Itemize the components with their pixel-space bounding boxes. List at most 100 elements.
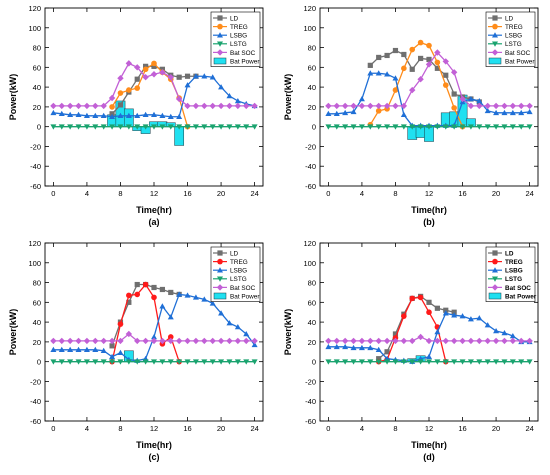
point-lsbg bbox=[333, 110, 340, 117]
point-lstg bbox=[518, 359, 525, 365]
point-lstg bbox=[501, 124, 508, 130]
x-tick-label: 16 bbox=[183, 189, 191, 198]
legend-label-lsbg: LSBG bbox=[230, 33, 247, 40]
point-lsbg bbox=[367, 344, 374, 351]
point-bat-soc bbox=[251, 337, 258, 345]
point-lstg bbox=[417, 359, 424, 365]
point-bat-soc bbox=[184, 337, 191, 345]
point-lsbg bbox=[117, 349, 124, 356]
point-bat-soc bbox=[83, 337, 91, 345]
point-lstg bbox=[451, 359, 458, 365]
point-bat-soc bbox=[175, 337, 183, 345]
point-lstg bbox=[117, 359, 124, 365]
x-tick-label: 16 bbox=[458, 424, 466, 433]
point-bat-soc bbox=[484, 102, 491, 110]
point-lstg bbox=[442, 359, 449, 365]
y-tick-label: -60 bbox=[305, 417, 316, 426]
point-lsbg bbox=[50, 109, 57, 116]
y-tick-label: 80 bbox=[33, 279, 41, 288]
point-bat-soc bbox=[75, 337, 82, 345]
point-lstg bbox=[392, 124, 399, 130]
point-bat-soc bbox=[125, 330, 133, 338]
legend-label-ld: LD bbox=[230, 250, 239, 257]
point-lsbg bbox=[493, 109, 500, 116]
point-lsbg bbox=[209, 300, 216, 306]
x-tick-label: 8 bbox=[393, 189, 397, 198]
legend-label-bat-power: Bat Power bbox=[230, 293, 260, 300]
point-bat-soc bbox=[434, 337, 441, 345]
y-tick-label: -60 bbox=[30, 417, 41, 426]
point-lsbg bbox=[367, 70, 374, 76]
point-ld bbox=[376, 54, 382, 61]
point-lstg bbox=[184, 124, 191, 130]
point-lstg bbox=[251, 359, 258, 365]
y-tick-label: 0 bbox=[37, 123, 41, 132]
point-lsbg bbox=[400, 111, 407, 118]
point-lstg bbox=[75, 124, 82, 130]
point-bat-soc bbox=[501, 337, 508, 345]
point-bat-soc bbox=[58, 337, 65, 345]
point-lsbg bbox=[50, 346, 57, 353]
point-lsbg bbox=[100, 112, 107, 119]
point-lstg bbox=[333, 359, 340, 365]
point-ld bbox=[126, 299, 132, 305]
point-lsbg bbox=[134, 112, 141, 119]
point-lsbg bbox=[375, 346, 382, 353]
point-lstg bbox=[400, 124, 407, 130]
x-tick-label: 0 bbox=[51, 189, 55, 198]
point-bat-soc bbox=[409, 337, 416, 345]
point-bat-soc bbox=[192, 102, 200, 110]
point-ld bbox=[443, 72, 449, 78]
point-bat-soc bbox=[425, 61, 433, 68]
y-tick-label: 80 bbox=[33, 44, 41, 53]
y-axis-label: Power(kW) bbox=[283, 74, 293, 121]
point-bat-soc bbox=[117, 75, 124, 82]
legend-marker-lstg bbox=[217, 41, 223, 47]
point-lstg bbox=[167, 359, 174, 365]
point-lsbg bbox=[476, 315, 483, 321]
point-treg bbox=[409, 295, 416, 302]
point-lsbg bbox=[501, 109, 508, 116]
point-lsbg bbox=[226, 93, 233, 99]
x-tick-label: 8 bbox=[118, 189, 122, 198]
chart-panel-d: -60 -40 -20 0 20 40 60 80 100 120 0 4 8 12 16 20 24 Time(… bbox=[283, 239, 539, 462]
point-lstg bbox=[476, 124, 483, 130]
point-lstg bbox=[218, 359, 225, 365]
y-tick-label: -20 bbox=[30, 142, 41, 151]
point-ld bbox=[117, 102, 124, 108]
point-bat-soc bbox=[518, 337, 525, 345]
point-lstg bbox=[375, 359, 382, 365]
point-ld bbox=[109, 343, 115, 349]
legend-label-bat-soc: Bat SOC bbox=[505, 285, 531, 292]
point-lsbg bbox=[526, 108, 533, 115]
y-tick-label: 20 bbox=[33, 103, 41, 112]
point-bat-soc bbox=[350, 337, 357, 345]
legend-marker-lstg bbox=[217, 276, 223, 282]
point-bat-soc bbox=[333, 337, 340, 345]
point-lstg bbox=[367, 124, 374, 130]
point-lstg bbox=[342, 124, 349, 130]
point-lsbg bbox=[176, 291, 183, 297]
point-bat-soc bbox=[150, 71, 158, 78]
legend-marker-bat-soc bbox=[216, 49, 224, 56]
point-bat-soc bbox=[492, 102, 500, 110]
point-treg bbox=[134, 291, 141, 298]
legend-label-treg: TREG bbox=[505, 259, 523, 266]
legend-box bbox=[210, 11, 261, 67]
panel-caption: (c) bbox=[149, 452, 160, 462]
point-bat-soc bbox=[92, 337, 99, 345]
y-tick-label: -40 bbox=[305, 397, 316, 406]
point-ld bbox=[151, 284, 157, 291]
point-lsbg bbox=[218, 310, 225, 316]
chart-panel-c: -60 -40 -20 0 20 40 60 80 100 120 0 4 8 12 16 20 24 Time(… bbox=[8, 239, 264, 462]
panel-caption: (b) bbox=[423, 217, 435, 227]
y-tick-label: -60 bbox=[305, 182, 316, 191]
y-tick-label: 120 bbox=[28, 4, 41, 13]
x-tick-label: 12 bbox=[425, 424, 433, 433]
point-ld bbox=[168, 289, 174, 296]
point-lstg bbox=[325, 124, 332, 130]
point-lstg bbox=[384, 124, 391, 130]
point-ld bbox=[367, 62, 373, 68]
point-lstg bbox=[159, 124, 166, 130]
point-lsbg bbox=[358, 95, 365, 102]
